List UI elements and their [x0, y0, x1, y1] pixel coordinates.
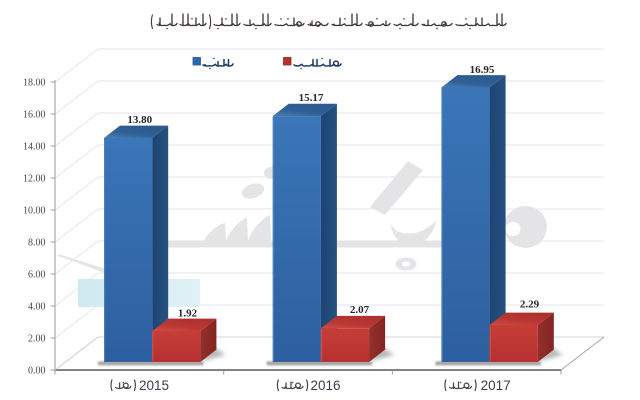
svg-text:6.00: 6.00: [28, 269, 46, 280]
svg-text:4.00: 4.00: [28, 301, 46, 312]
svg-text:18.00: 18.00: [23, 77, 46, 88]
svg-text:16.00: 16.00: [23, 109, 46, 120]
svg-text:13.80: 13.80: [127, 114, 152, 126]
svg-text:12.00: 12.00: [23, 173, 46, 184]
svg-text:2017: 2017: [481, 378, 511, 393]
svg-text:2.07: 2.07: [350, 304, 370, 316]
svg-text:16.95: 16.95: [470, 64, 495, 76]
svg-text:1.92: 1.92: [178, 307, 198, 319]
svg-text:2015: 2015: [139, 378, 169, 393]
svg-text:2.00: 2.00: [28, 333, 46, 344]
svg-text:15.17: 15.17: [299, 92, 324, 104]
svg-text:14.00: 14.00: [23, 141, 46, 152]
svg-text:10.00: 10.00: [23, 205, 46, 216]
svg-text:2.29: 2.29: [520, 299, 540, 311]
svg-text:2016: 2016: [310, 378, 340, 393]
svg-text:8.00: 8.00: [28, 237, 46, 248]
svg-text:0.00: 0.00: [28, 365, 46, 376]
